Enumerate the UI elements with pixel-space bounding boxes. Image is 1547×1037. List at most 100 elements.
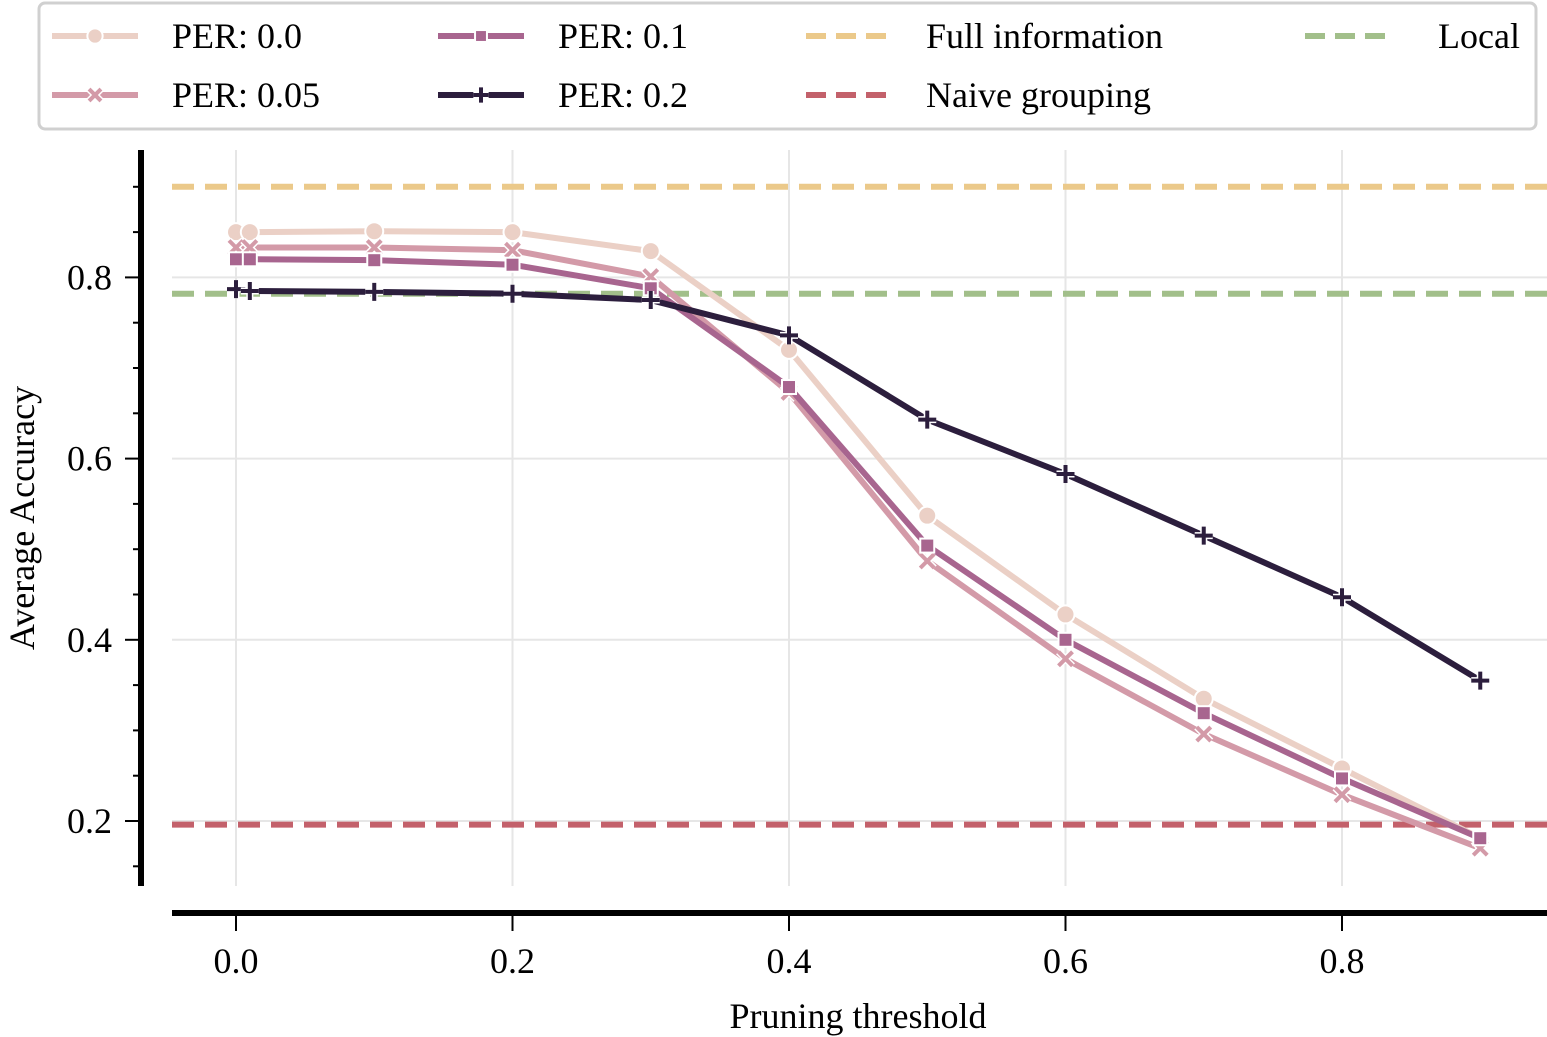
marker-square: [1472, 830, 1489, 847]
marker-circle: [86, 27, 104, 45]
marker-circle: [502, 222, 523, 243]
x-tick-label: 0.2: [490, 941, 535, 981]
marker-plus: [918, 410, 937, 429]
series-per-0-1: [228, 251, 1489, 847]
marker-plus: [365, 282, 384, 301]
plus-marker: [918, 410, 937, 429]
plus-marker: [1194, 526, 1213, 545]
legend-label: PER: 0.1: [558, 16, 688, 56]
marker-square: [1195, 705, 1212, 722]
marker-circle: [239, 222, 260, 243]
plus-marker: [503, 284, 522, 303]
legend-item: PER: 0.2: [438, 75, 688, 115]
circle-marker: [502, 222, 523, 243]
marker-square: [241, 251, 258, 268]
plus-marker: [1056, 465, 1075, 484]
legend-label: PER: 0.0: [172, 16, 302, 56]
marker-plus: [1194, 526, 1213, 545]
marker-x: [503, 240, 522, 260]
square-marker: [366, 252, 383, 269]
plus-marker: [240, 281, 259, 300]
legend-label: Local: [1438, 16, 1520, 56]
y-axis-title: Average Accuracy: [2, 386, 42, 650]
legend-item: Local: [1305, 16, 1520, 56]
marker-circle: [640, 241, 661, 262]
x-tick-label: 0.8: [1320, 941, 1365, 981]
series-line: [236, 256, 1482, 841]
marker-plus: [1333, 588, 1351, 607]
marker-circle: [1055, 604, 1076, 625]
circle-marker: [364, 221, 385, 242]
marker-square: [1057, 631, 1074, 648]
square-marker: [228, 251, 244, 268]
marker-x: [917, 551, 937, 571]
square-marker: [1334, 770, 1350, 787]
series-per-0-0: [226, 221, 1491, 849]
plus-marker: [1333, 588, 1351, 607]
legend-frame: [37, 1, 1538, 131]
marker-square: [504, 256, 521, 273]
square-marker: [474, 29, 488, 43]
x-marker: [1057, 650, 1074, 668]
marker-square: [781, 379, 797, 396]
y-tick-label: 0.2: [67, 801, 112, 841]
x-axis-title: Pruning threshold: [730, 996, 987, 1036]
axes: 0.2 0.4 0.6 0.8 0.0 0.2 0.4 0.6 0.8: [67, 150, 1547, 981]
circle-marker: [239, 222, 260, 243]
marker-circle: [917, 505, 938, 526]
marker-plus: [1471, 671, 1490, 690]
series-group: [226, 221, 1491, 858]
series-per-0-05: [226, 238, 1490, 858]
marker-x: [1056, 649, 1075, 669]
x-tick-label: 0.0: [214, 941, 259, 981]
y-tick-label: 0.8: [67, 257, 112, 297]
marker-x: [1194, 724, 1214, 744]
x-tick-label: 0.4: [767, 941, 812, 981]
legend-label: PER: 0.2: [558, 75, 688, 115]
circle-marker: [1055, 604, 1076, 625]
marker-plus: [240, 281, 259, 300]
legend-item: PER: 0.05: [52, 75, 320, 115]
series-per-0-2: [227, 280, 1490, 690]
x-marker: [504, 241, 521, 259]
square-marker: [504, 256, 521, 273]
square-marker: [919, 537, 936, 554]
square-marker: [241, 251, 258, 268]
square-marker: [1057, 631, 1074, 648]
marker-square: [1334, 770, 1350, 787]
square-marker: [781, 379, 797, 396]
plus-marker: [473, 87, 489, 103]
marker-plus: [503, 284, 522, 303]
marker-plus: [473, 87, 489, 103]
marker-plus: [1056, 465, 1075, 484]
marker-square: [366, 252, 383, 269]
marker-circle: [364, 221, 385, 242]
circle-marker: [640, 241, 661, 262]
marker-square: [919, 537, 936, 554]
plus-marker: [780, 326, 798, 345]
square-marker: [1472, 830, 1489, 847]
x-marker: [918, 552, 936, 570]
legend-label: Full information: [926, 16, 1163, 56]
legend-item: PER: 0.1: [438, 16, 688, 56]
plus-marker: [1471, 671, 1490, 690]
x-marker: [365, 239, 383, 256]
legend-item: PER: 0.0: [52, 16, 302, 56]
reference-lines: [172, 183, 1547, 828]
legend: PER: 0.0 PER: 0.05 PER: 0.1 PER: 0.2 Full in…: [37, 1, 1538, 131]
x-marker: [1195, 725, 1213, 743]
circle-marker: [917, 505, 938, 526]
marker-x: [86, 86, 104, 104]
y-tick-label: 0.4: [67, 620, 112, 660]
marker-square: [228, 251, 244, 268]
x-tick-label: 0.6: [1043, 941, 1088, 981]
series-line: [236, 228, 1482, 841]
plus-marker: [365, 282, 384, 301]
legend-label: Naive grouping: [926, 75, 1151, 115]
x-marker: [87, 87, 103, 103]
legend-item: Full information: [806, 16, 1163, 56]
marker-x: [1332, 785, 1352, 805]
circle-marker: [86, 27, 104, 45]
marker-x: [364, 238, 384, 257]
